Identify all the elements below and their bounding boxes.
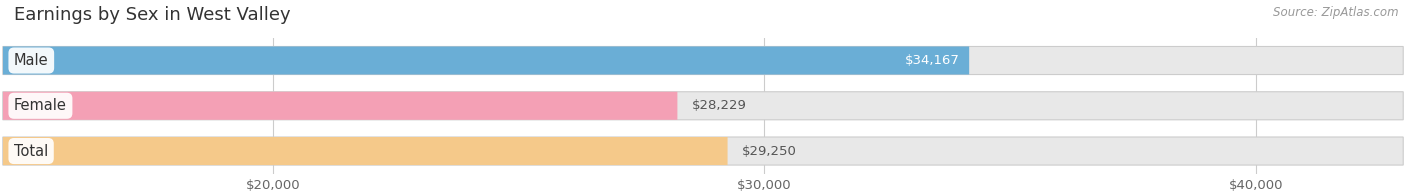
FancyBboxPatch shape (0, 92, 678, 120)
Text: $34,167: $34,167 (904, 54, 959, 67)
Text: Source: ZipAtlas.com: Source: ZipAtlas.com (1274, 6, 1399, 19)
FancyBboxPatch shape (3, 92, 1403, 120)
Text: $28,229: $28,229 (692, 99, 747, 112)
FancyBboxPatch shape (3, 46, 1403, 74)
Text: Male: Male (14, 53, 49, 68)
Text: $29,250: $29,250 (742, 144, 797, 158)
FancyBboxPatch shape (0, 46, 969, 74)
FancyBboxPatch shape (3, 137, 1403, 165)
Text: Female: Female (14, 98, 67, 113)
FancyBboxPatch shape (0, 137, 727, 165)
Text: Earnings by Sex in West Valley: Earnings by Sex in West Valley (14, 6, 291, 24)
Text: Total: Total (14, 144, 48, 159)
